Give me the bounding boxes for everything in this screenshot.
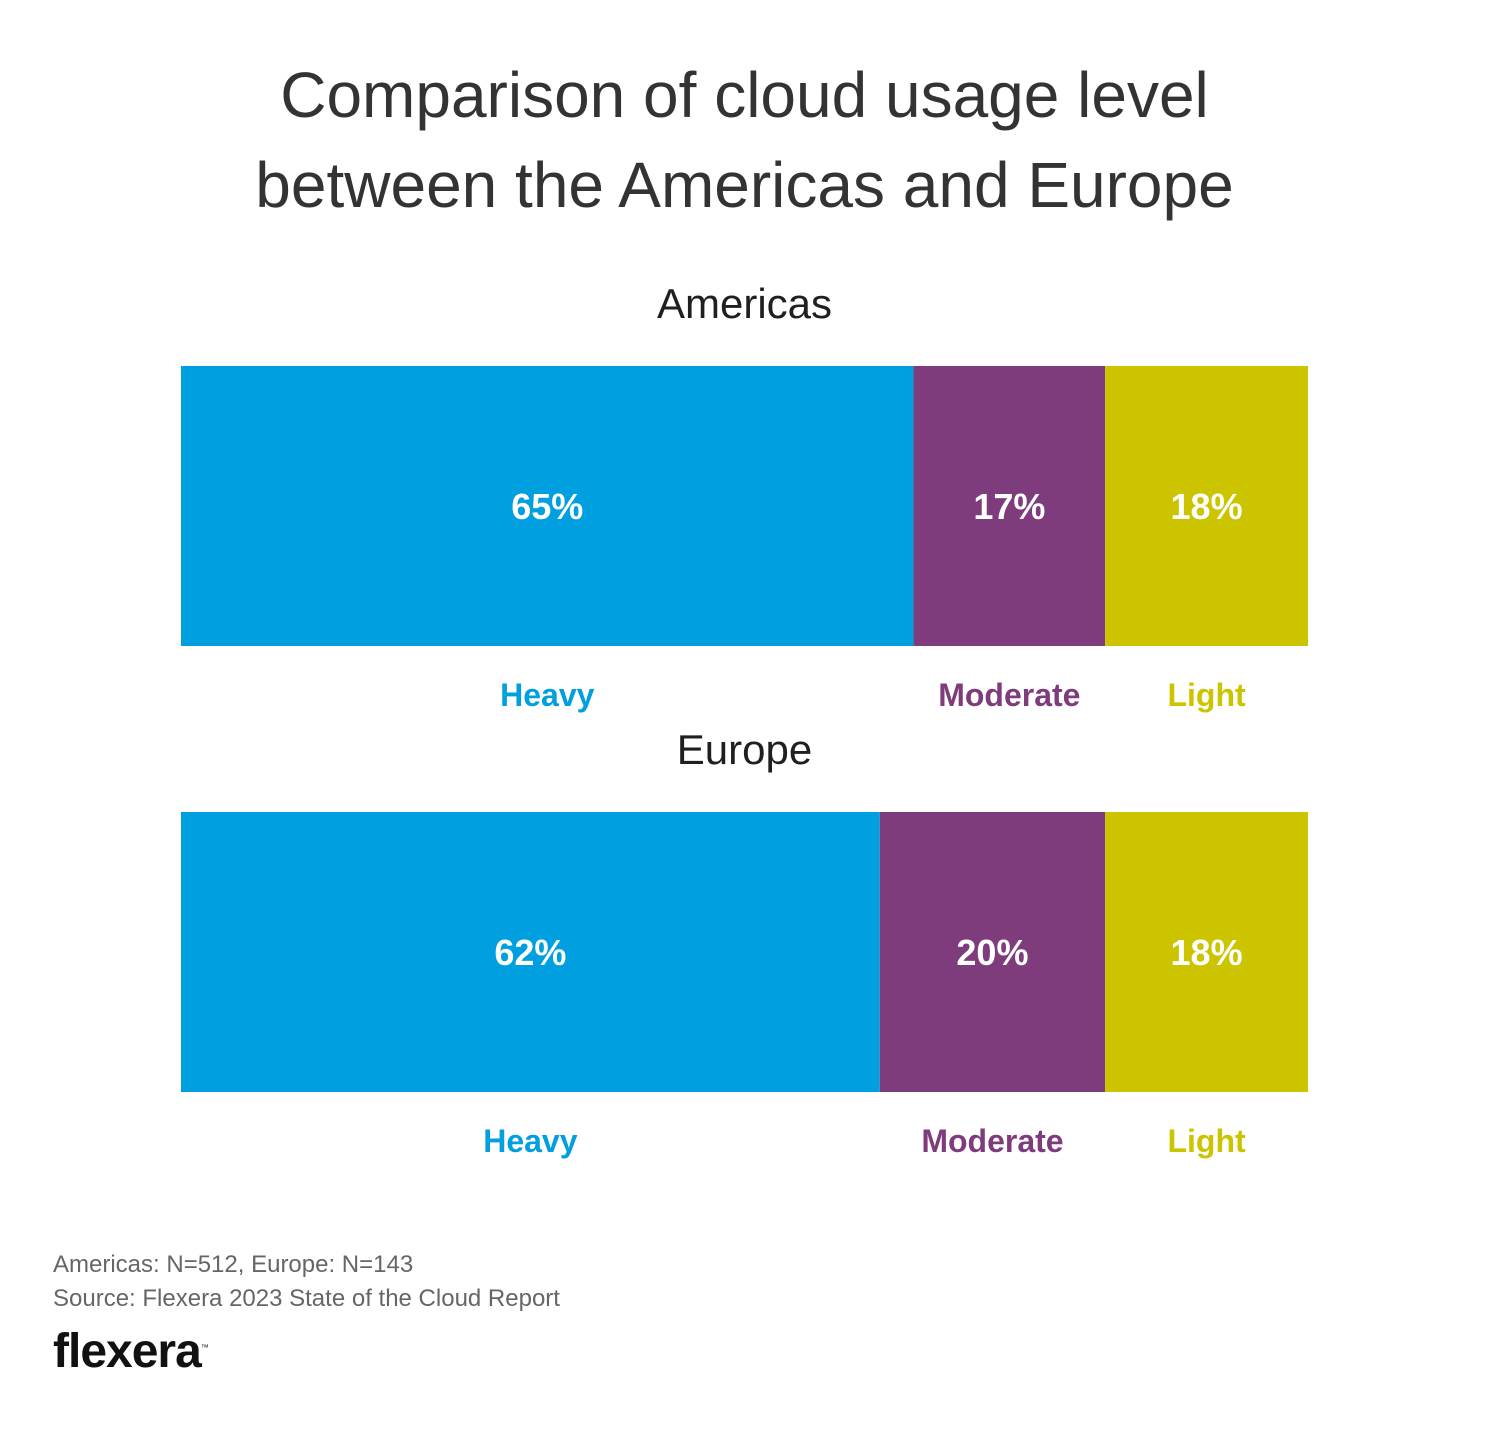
- sample-size-note: Americas: N=512, Europe: N=143: [53, 1251, 414, 1278]
- series-label-europe-heavy: Heavy: [483, 1123, 578, 1159]
- bar-americas-light: [1105, 366, 1308, 646]
- logo-text: flexera: [53, 1325, 202, 1378]
- bar-europe-light: [1105, 812, 1308, 1092]
- chart-title-line-1: Comparison of cloud usage level: [280, 59, 1209, 131]
- data-label-americas-moderate: 17%: [973, 486, 1045, 527]
- data-label-europe-light: 18%: [1171, 932, 1243, 973]
- stacked-bar-chart: Americas 65% Heavy 17% Moderate 18% Light Europ…: [181, 280, 1308, 1159]
- category-label-europe: Europe: [677, 726, 812, 773]
- data-label-europe-heavy: 62%: [494, 932, 566, 973]
- data-label-europe-moderate: 20%: [956, 932, 1028, 973]
- series-label-americas-moderate: Moderate: [938, 677, 1080, 713]
- chart-title: Comparison of cloud usage level between …: [0, 50, 1489, 230]
- bar-americas-moderate: [913, 366, 1106, 646]
- bar-americas-heavy: [181, 366, 914, 646]
- bar-europe-moderate: [879, 812, 1106, 1092]
- flexera-logo: flexera™: [53, 1318, 209, 1382]
- data-label-americas-light: 18%: [1171, 486, 1243, 527]
- series-label-europe-light: Light: [1167, 1123, 1246, 1159]
- category-label-americas: Americas: [657, 280, 832, 327]
- logo-trademark: ™: [200, 1343, 209, 1352]
- data-label-americas-heavy: 65%: [511, 486, 583, 527]
- chart-footer: Americas: N=512, Europe: N=143 Source: F…: [53, 1248, 560, 1316]
- series-label-americas-heavy: Heavy: [500, 677, 595, 713]
- chart-title-line-2: between the Americas and Europe: [255, 149, 1234, 221]
- bar-europe-heavy: [181, 812, 880, 1092]
- series-label-europe-moderate: Moderate: [921, 1123, 1063, 1159]
- source-note: Source: Flexera 2023 State of the Cloud …: [53, 1285, 560, 1312]
- series-label-americas-light: Light: [1167, 677, 1246, 713]
